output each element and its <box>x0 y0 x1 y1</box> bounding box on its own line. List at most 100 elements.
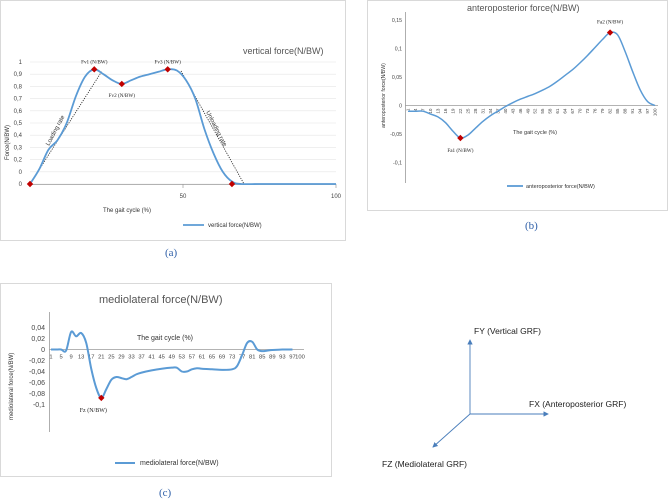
chart-b-x-tick-label: 76 <box>593 108 598 114</box>
chart-c-x-tick-label: 33 <box>128 355 134 361</box>
chart-c-y-tick-label: 0 <box>41 347 45 354</box>
chart-b-x-tick-label: 28 <box>473 108 478 114</box>
chart-c-x-tick-label: 69 <box>219 355 225 361</box>
chart-c-y-tick-label: -0,1 <box>33 402 45 409</box>
chart-c-x-tick-label: 97 <box>289 355 295 361</box>
mediolateral-force-chart: mediolateral force(N/BW) mediolateral fo… <box>0 283 332 499</box>
chart-c-x-tick-label: 65 <box>209 355 215 361</box>
chart-b-x-tick-label: 79 <box>600 108 605 114</box>
chart-c-x-tick-label: 53 <box>179 355 185 361</box>
chart-a-x-tick-label: 50 <box>180 194 187 200</box>
chart-b-xlabel: The gait cycle (%) <box>513 130 557 136</box>
chart-b-x-tick-label: 73 <box>585 108 590 114</box>
chart-b-x-tick-label: 58 <box>548 108 553 114</box>
chart-b-legend-label: anteroposterior force(N/BW) <box>526 184 595 190</box>
chart-c-x-tick-label: 5 <box>59 355 62 361</box>
chart-c-markers: Fz (N/BW) <box>80 394 107 414</box>
chart-b-x-tick-label: 85 <box>615 108 620 114</box>
chart-a-xlabel: The gait cycle (%) <box>103 208 151 214</box>
chart-c-x-tick-label: 9 <box>70 355 73 361</box>
chart-b-x-tick-label: 43 <box>510 108 515 114</box>
chart-c-ylabel: mediolateral force(N/BW) <box>9 353 15 420</box>
chart-a-frame <box>0 0 346 241</box>
chart-b-ylabel: anteroposterior force(N/BW) <box>381 63 387 128</box>
chart-b-y-tick-label: -0,1 <box>393 161 402 167</box>
chart-c-xlabel: The gait cycle (%) <box>137 335 193 342</box>
chart-a-ylabel: Force(N/BW) <box>5 125 11 160</box>
fy-label: FY (Vertical GRF) <box>474 326 541 336</box>
mediolateral-series-line <box>51 330 293 399</box>
chart-a-peak-label: Fv3 (N/BW) <box>155 58 182 65</box>
anteroposterior-force-chart: anteroposterior force(N/BW) anteroposter… <box>367 0 668 232</box>
vertical-force-series-line <box>29 68 336 186</box>
chart-c-y-tick-label: -0,04 <box>29 369 45 376</box>
chart-b-x-tick-label: 64 <box>563 108 568 114</box>
chart-b-x-tick-label: 1 <box>406 108 411 111</box>
chart-a-y-tick-label: 0,9 <box>14 72 23 78</box>
chart-b-x-tick-label: 25 <box>465 108 470 114</box>
chart-a-y-tick-label: 0 <box>19 182 23 188</box>
chart-a-y-tick-label: 0 <box>19 170 23 176</box>
chart-a-legend-label: vertical force(N/BW) <box>208 223 262 229</box>
chart-a-peak-label: Fv2 (N/BW) <box>109 92 136 99</box>
chart-c-x-tick-label: 57 <box>189 355 195 361</box>
chart-b-x-tick-label: 7 <box>420 108 425 111</box>
chart-b-x-tick-label: 40 <box>503 108 508 114</box>
chart-c-legend-label: mediolateral force(N/BW) <box>140 460 219 467</box>
chart-a-x-tick-label: 100 <box>331 194 342 200</box>
chart-b-y-tick-label: 0,1 <box>395 47 402 53</box>
chart-b-x-tick-label: 97 <box>645 108 650 114</box>
chart-c-x-tick-label: 61 <box>199 355 205 361</box>
chart-b-y-tick-label: 0,15 <box>392 18 402 24</box>
chart-b-frame <box>367 0 668 211</box>
chart-c-x-tick-label: 29 <box>118 355 124 361</box>
chart-b-y-tick-label: -0,05 <box>390 132 402 138</box>
chart-b-y-tick-label: 0 <box>399 104 402 110</box>
chart-c-y-tick-label: -0,06 <box>29 380 45 387</box>
chart-a-y-tick-label: 0,3 <box>14 145 23 151</box>
chart-b-x-tick-label: 46 <box>518 108 523 114</box>
chart-c-x-tick-label: 49 <box>169 355 175 361</box>
chart-c-x-tick-label: 37 <box>138 355 144 361</box>
chart-c-y-ticks: 0,04 0,02 0 -0,02 -0,04 -0,06 -0,08 -0,1 <box>29 325 45 409</box>
fx-label: FX (Anteroposterior GRF) <box>529 399 626 409</box>
chart-b-x-tick-label: 19 <box>450 108 455 114</box>
chart-b-y-tick-label: 0,05 <box>392 75 402 81</box>
chart-c-x-tick-label: 21 <box>98 355 104 361</box>
chart-b-x-tick-label: 4 <box>413 108 418 111</box>
chart-a-peak-marker <box>91 66 98 73</box>
chart-c-x-tick-label: 93 <box>279 355 285 361</box>
chart-c-peak-marker <box>98 394 105 402</box>
chart-b-markers: Fa1 (N/BW) Fa2 (N/BW) <box>447 19 623 154</box>
chart-a-y-tick-label: 0,5 <box>14 121 23 127</box>
chart-b-x-tick-label: 16 <box>443 108 448 114</box>
chart-c-x-tick-label: 17 <box>88 355 94 361</box>
chart-b-x-tick-label: 100 <box>653 108 658 116</box>
chart-b-y-ticks: 0,15 0,1 0,05 0 -0,05 -0,1 <box>390 18 402 167</box>
caption-c: (c) <box>159 487 172 499</box>
chart-b-peak-label: Fa1 (N/BW) <box>447 147 473 154</box>
grf-axes-diagram: FY (Vertical GRF) FX (Anteroposterior GR… <box>382 326 626 469</box>
caption-b: (b) <box>525 220 538 232</box>
chart-c-x-tick-label: 1 <box>49 355 52 361</box>
chart-b-x-tick-label: 88 <box>623 108 628 114</box>
chart-c-x-tick-label: 41 <box>148 355 154 361</box>
chart-b-x-tick-label: 52 <box>533 108 538 114</box>
chart-b-x-tick-label: 70 <box>578 108 583 114</box>
chart-b-x-tick-label: 55 <box>540 108 545 114</box>
chart-b-x-tick-label: 22 <box>458 108 463 114</box>
fz-label: FZ (Mediolateral GRF) <box>382 459 467 469</box>
chart-c-frame <box>0 283 332 477</box>
chart-a-y-tick-label: 0,4 <box>14 133 23 139</box>
chart-a-peak-marker <box>164 66 171 73</box>
chart-a-markers: Fv1 (N/BW) Fv2 (N/BW) Fv3 (N/BW) <box>26 58 236 188</box>
chart-c-x-tick-label: 25 <box>108 355 114 361</box>
chart-b-peak-marker <box>606 29 614 36</box>
chart-c-x-tick-label: 100 <box>295 355 305 361</box>
chart-b-peak-label: Fa2 (N/BW) <box>597 19 623 26</box>
chart-a-y-tick-label: 1 <box>19 60 23 66</box>
unloading-rate-label: Unloading rate <box>204 110 227 148</box>
vertical-force-chart: vertical force(N/BW) Force(N/BW) The gai… <box>0 0 346 259</box>
chart-c-y-tick-label: 0,04 <box>31 325 45 332</box>
chart-c-x-ticks: 1 5 9 13 17 21 25 29 33 37 41 45 49 53 57 61 65 69 73 77 81 8… <box>49 355 304 361</box>
